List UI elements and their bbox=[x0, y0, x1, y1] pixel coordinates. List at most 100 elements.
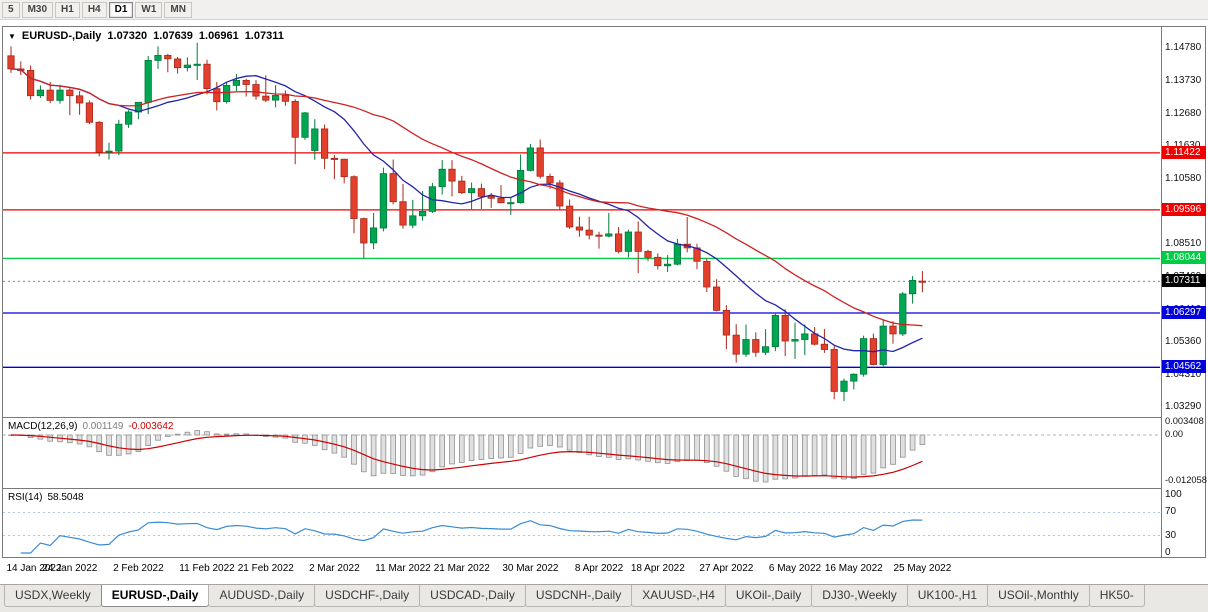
chart-tab-usoil-monthly[interactable]: USOil-,Monthly bbox=[987, 585, 1090, 607]
timeframe-button-d1[interactable]: D1 bbox=[108, 1, 134, 18]
macd-histogram-bar bbox=[870, 434, 877, 474]
price-level-label: 1.08044 bbox=[1162, 251, 1206, 265]
chart-tab-dj30-weekly[interactable]: DJ30-,Weekly bbox=[811, 585, 908, 607]
price-axis[interactable]: 1.147801.137301.126801.116301.105801.095… bbox=[1161, 27, 1207, 558]
macd-histogram-bar bbox=[684, 434, 690, 461]
ohlc-close-value: 1.07311 bbox=[244, 30, 284, 42]
candle-body bbox=[517, 169, 525, 203]
candle-body bbox=[311, 128, 319, 151]
candle-body bbox=[154, 54, 162, 61]
macd-histogram-bar bbox=[478, 434, 485, 460]
axis-tick-label: 70 bbox=[1165, 506, 1177, 518]
macd-histogram-bar bbox=[527, 434, 534, 449]
candle-body bbox=[575, 226, 584, 231]
ohlc-high-value: 1.07639 bbox=[153, 30, 193, 42]
candle-body bbox=[811, 333, 819, 345]
macd-histogram-bar bbox=[566, 434, 573, 451]
chart-tab-usdchf-daily[interactable]: USDCHF-,Daily bbox=[314, 585, 421, 607]
timeframe-button-w1[interactable]: W1 bbox=[135, 1, 163, 18]
candle-body bbox=[487, 195, 495, 199]
macd-histogram-bar bbox=[292, 434, 298, 443]
candle-body bbox=[428, 186, 437, 212]
macd-histogram-bar bbox=[919, 434, 926, 445]
macd-histogram-bar bbox=[135, 434, 142, 453]
price-level-label: 1.09596 bbox=[1162, 202, 1206, 216]
macd-histogram-bar bbox=[400, 434, 406, 476]
candle-body bbox=[830, 349, 838, 392]
candle-body bbox=[222, 85, 231, 103]
macd-histogram-bar bbox=[821, 434, 828, 476]
price-level-label: 1.06297 bbox=[1162, 306, 1206, 320]
axis-tick-label: 1.04310 bbox=[1165, 369, 1202, 381]
candle-body bbox=[164, 54, 172, 60]
symbol-dropdown-arrow-icon[interactable]: ▼ bbox=[8, 31, 16, 41]
candle-body bbox=[762, 346, 770, 353]
candle-body bbox=[536, 147, 544, 177]
candle-body bbox=[742, 339, 750, 355]
macd-histogram-bar bbox=[223, 433, 230, 436]
candle-body bbox=[850, 373, 858, 382]
candle-body bbox=[213, 88, 221, 103]
macd-histogram-bar bbox=[164, 434, 171, 437]
timeframe-button-mn[interactable]: MN bbox=[164, 1, 192, 18]
candle-body bbox=[330, 157, 339, 160]
chart-tab-hk50[interactable]: HK50- bbox=[1088, 585, 1145, 607]
panel-separator[interactable] bbox=[3, 488, 1205, 489]
candle-body bbox=[56, 89, 64, 101]
price-chart-canvas[interactable] bbox=[3, 27, 1160, 417]
macd-histogram-bar bbox=[635, 434, 641, 461]
candle-body bbox=[477, 188, 486, 197]
panel-separator[interactable] bbox=[3, 417, 1205, 418]
chart-tab-xauusd-h4[interactable]: XAUUSD-,H4 bbox=[631, 585, 726, 607]
rsi-panel-canvas[interactable] bbox=[3, 489, 1160, 557]
date-axis-label: 24 Jan 2022 bbox=[42, 563, 98, 574]
macd-histogram-bar bbox=[380, 434, 387, 474]
axis-tick-label: 1.08510 bbox=[1165, 237, 1202, 249]
macd-histogram-bar bbox=[802, 434, 808, 477]
candle-body bbox=[360, 218, 368, 244]
date-axis-label: 18 Apr 2022 bbox=[630, 563, 685, 574]
macd-histogram-bar bbox=[194, 430, 201, 436]
chart-tab-audusd-daily[interactable]: AUDUSD-,Daily bbox=[208, 585, 316, 607]
chart-tab-usdcad-daily[interactable]: USDCAD-,Daily bbox=[419, 585, 526, 607]
date-axis-label: 25 May 2022 bbox=[893, 563, 952, 574]
rsi-line bbox=[20, 519, 923, 554]
axis-tick-label: 1.13730 bbox=[1165, 74, 1202, 86]
chart-tab-ukoil-daily[interactable]: UKOil-,Daily bbox=[724, 585, 813, 607]
candle-body bbox=[115, 123, 123, 152]
axis-tick-label: 1.05360 bbox=[1165, 336, 1202, 348]
date-axis-label: 30 Mar 2022 bbox=[502, 563, 559, 574]
axis-tick-label: 1.12680 bbox=[1165, 107, 1202, 119]
macd-histogram-bar bbox=[517, 434, 524, 454]
axis-tick-label: 0 bbox=[1165, 547, 1171, 558]
candle-body bbox=[105, 150, 113, 153]
chart-tab-usdx-weekly[interactable]: USDX,Weekly bbox=[4, 585, 102, 607]
candle-body bbox=[232, 80, 240, 86]
axis-tick-label: 1.14780 bbox=[1165, 41, 1202, 53]
candle-body bbox=[703, 260, 711, 288]
candle-body bbox=[144, 60, 152, 103]
chart-tab-usdcnh-daily[interactable]: USDCNH-,Daily bbox=[524, 585, 633, 607]
candle-body bbox=[615, 233, 623, 252]
candle-body bbox=[909, 279, 917, 295]
timeframe-button-h1[interactable]: H1 bbox=[55, 1, 80, 18]
macd-histogram-bar bbox=[174, 433, 181, 436]
timeframe-button-h4[interactable]: H4 bbox=[81, 1, 107, 18]
candle-body bbox=[624, 231, 633, 252]
macd-histogram-bar bbox=[753, 434, 759, 482]
macd-histogram-bar bbox=[596, 434, 602, 457]
timeframe-button-5[interactable]: 5 bbox=[2, 1, 20, 18]
date-axis[interactable]: 14 Jan 2022 24 Jan 2022 2 Feb 2022 11 Feb 2… bbox=[3, 561, 1161, 579]
macd-histogram-bar bbox=[586, 434, 592, 456]
chart-tab-uk100-h1[interactable]: UK100-,H1 bbox=[906, 585, 989, 607]
timeframe-button-m30[interactable]: M30 bbox=[21, 1, 54, 18]
macd-histogram-bar bbox=[811, 434, 818, 476]
axis-tick-label: 0.003408 bbox=[1165, 416, 1204, 427]
rsi-indicator-label: RSI(14) 58.5048 bbox=[8, 492, 84, 503]
candle-body bbox=[125, 111, 133, 125]
macd-panel-canvas[interactable] bbox=[3, 418, 1160, 488]
chart-tab-eurusd-daily[interactable]: EURUSD-,Daily bbox=[100, 585, 210, 607]
axis-tick-label: 1.10580 bbox=[1165, 173, 1202, 185]
candle-body bbox=[732, 334, 740, 355]
